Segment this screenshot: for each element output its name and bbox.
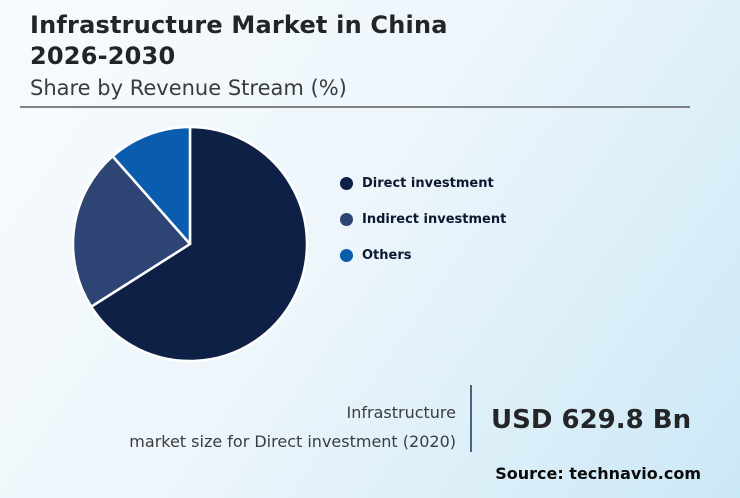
callout-value: USD 629.8 Bn: [491, 405, 692, 435]
header: Infrastructure Market in China 2026-2030…: [30, 10, 720, 102]
legend-label: Indirect investment: [362, 211, 507, 227]
pie-slice-direct-investment: [89, 125, 309, 363]
legend-swatch-icon: [340, 248, 353, 262]
pie-chart: [71, 125, 309, 363]
pie-slice-indirect-investment: [71, 154, 192, 308]
legend-swatch-icon: [340, 212, 353, 226]
legend-swatch-icon: [340, 176, 353, 190]
legend-label: Others: [362, 247, 412, 263]
header-divider-line: [20, 106, 690, 108]
legend-item-direct-investment: Direct investment: [340, 175, 506, 191]
source-attribution: Source: technavio.com: [495, 464, 701, 483]
legend-label: Direct investment: [362, 175, 494, 191]
callout-divider-line: [470, 385, 472, 452]
chart-subtitle: Share by Revenue Stream (%): [30, 76, 347, 100]
callout-label-line-1: Infrastructure: [346, 403, 456, 422]
callout-label-line-2: market size for Direct investment (2020): [129, 432, 456, 451]
legend: Direct investment Indirect investment Ot…: [340, 176, 506, 284]
chart-title-line-1: Infrastructure Market in China: [30, 11, 448, 39]
callout-label: Infrastructure market size for Direct in…: [96, 398, 456, 456]
pie-svg: [71, 125, 309, 363]
legend-item-others: Others: [340, 247, 506, 263]
chart-title: Infrastructure Market in China 2026-2030: [30, 10, 720, 72]
pie-slice-others: [111, 125, 192, 246]
legend-item-indirect-investment: Indirect investment: [340, 211, 507, 227]
chart-title-line-2: 2026-2030: [30, 42, 176, 70]
